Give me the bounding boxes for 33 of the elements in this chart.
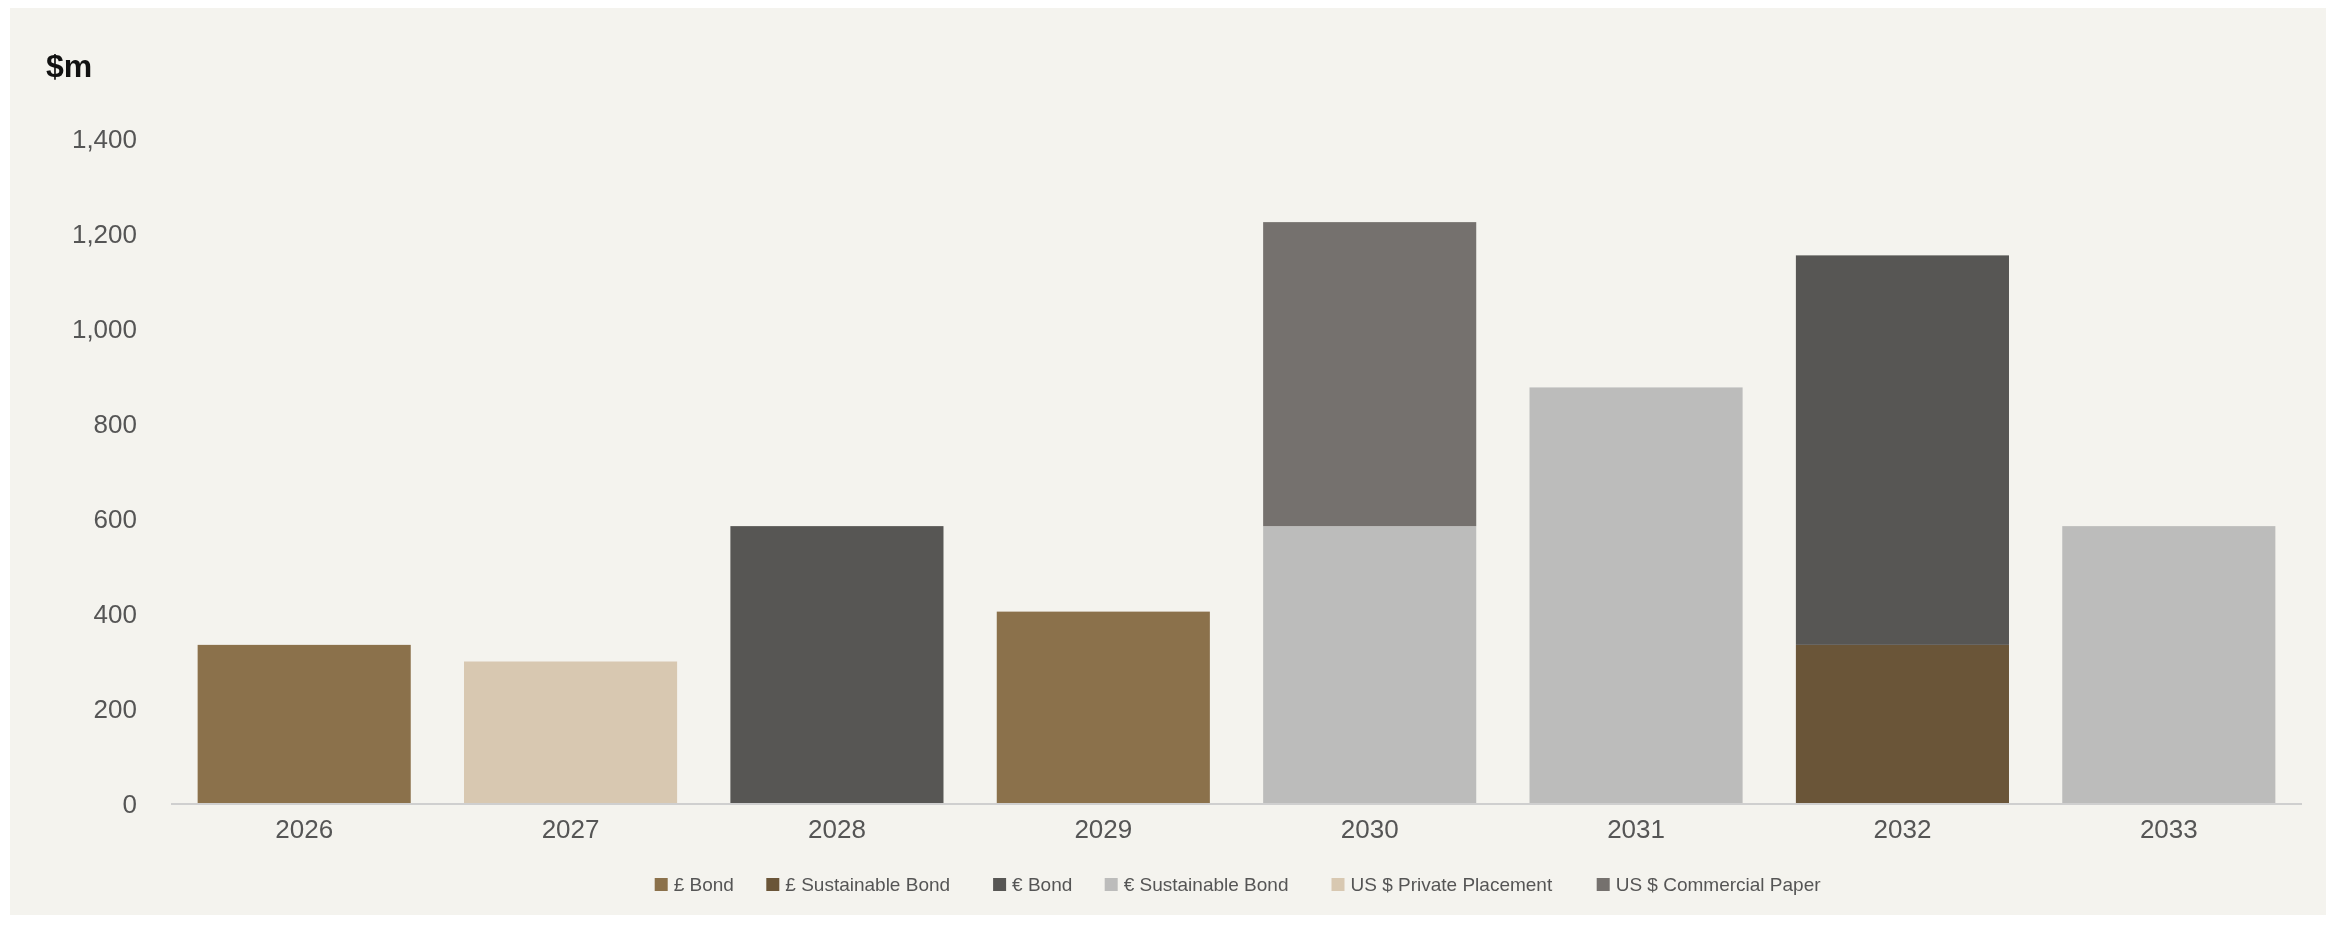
y-axis-title: $m: [46, 48, 93, 84]
y-tick-label: 1,000: [71, 314, 137, 345]
x-tick-label: 2026: [275, 814, 334, 844]
x-tick-label: 2028: [808, 814, 866, 844]
bar: [996, 611, 1210, 804]
bar: [1795, 644, 2009, 804]
x-tick-label: 2030: [1340, 814, 1399, 844]
legend-label: US $ Commercial Paper: [1615, 874, 1822, 895]
x-tick-label: 2027: [541, 814, 600, 844]
bar: [464, 661, 678, 804]
x-tick-label: 2032: [1873, 814, 1932, 844]
x-tick-label: 2033: [2139, 814, 2198, 844]
y-tick-label: 600: [93, 504, 137, 535]
y-tick-label: 400: [93, 599, 137, 630]
bar: [730, 526, 944, 804]
bar: [1529, 387, 1743, 804]
bar: [1263, 222, 1477, 527]
bar: [197, 644, 411, 804]
bar: [1263, 526, 1477, 804]
legend-label: US $ Private Placement: [1350, 874, 1553, 895]
y-tick-label: 800: [93, 409, 137, 440]
legend-label: € Bond: [1012, 874, 1073, 895]
x-tick-label: 2031: [1607, 814, 1665, 844]
y-tick-label: 200: [93, 694, 137, 725]
y-tick-label: 1,400: [71, 124, 137, 155]
legend-label: £ Sustainable Bond: [785, 874, 951, 895]
legend-label: £ Bond: [673, 874, 734, 895]
x-tick-label: 2029: [1074, 814, 1133, 844]
bar: [1795, 255, 2009, 645]
y-tick-label: 1,200: [71, 219, 137, 250]
y-tick-label: 0: [122, 789, 137, 820]
bar: [2062, 526, 2276, 804]
legend-label: € Sustainable Bond: [1123, 874, 1289, 895]
